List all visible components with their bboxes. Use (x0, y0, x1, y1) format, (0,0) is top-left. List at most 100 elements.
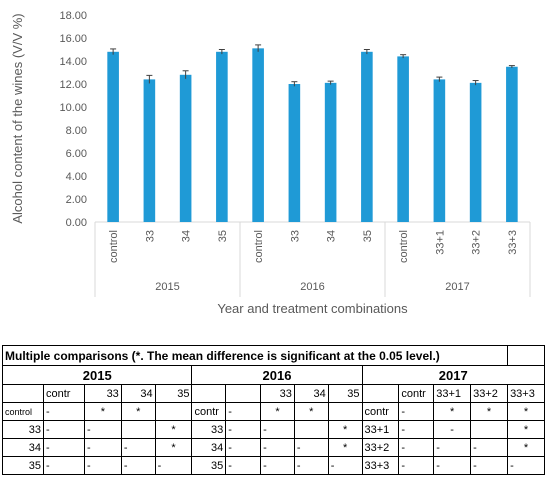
row-label-2015: 33 (2, 420, 44, 439)
header-2016-empty (191, 384, 227, 403)
cell: - (154, 456, 193, 475)
row-label-2017: 33+3 (361, 456, 400, 475)
header-2016-35: 35 (327, 384, 363, 403)
header-2017-33p2: 33+2 (470, 384, 509, 403)
cell: - (398, 402, 435, 421)
x-tick-label: control (398, 230, 410, 263)
cell: - (83, 438, 122, 457)
x-tick-label: 33 (144, 230, 156, 242)
cell: * (154, 438, 193, 457)
table-title: Multiple comparisons (*. The mean differ… (1, 345, 509, 366)
cell (470, 420, 509, 439)
bar (288, 84, 301, 222)
x-axis-title: Year and treatment combinations (217, 301, 408, 316)
y-tick-label: 18.00 (59, 10, 87, 22)
cell (154, 402, 193, 421)
cell: - (293, 438, 329, 457)
cell: - (225, 438, 262, 457)
group-year-label: 2015 (155, 281, 179, 293)
x-tick-label: 34 (326, 230, 338, 242)
cell: * (470, 402, 509, 421)
cell: - (398, 456, 435, 475)
group-year-label: 2017 (445, 281, 469, 293)
cell: - (42, 438, 85, 457)
header-2015-33: 33 (83, 384, 122, 403)
cell: - (470, 438, 509, 457)
header-2017-contr: contr (398, 384, 435, 403)
table-title-empty-cell (507, 345, 545, 366)
cell: * (507, 420, 545, 439)
row-label-2017: 33+2 (361, 438, 400, 457)
row-label-2016: 33 (191, 420, 227, 439)
cell: - (225, 456, 262, 475)
y-tick-label: 4.00 (66, 171, 87, 183)
multiple-comparisons-table: Multiple comparisons (*. The mean differ… (1, 345, 545, 475)
bar (324, 82, 337, 222)
header-2017-33p3: 33+3 (507, 384, 545, 403)
y-tick-label: 14.00 (59, 56, 87, 68)
bar (252, 48, 264, 222)
cell: - (120, 438, 156, 457)
table-row: 35 - - - - 35 - - - - 33+3 - - - - (2, 456, 545, 475)
x-tick-label: 33+1 (434, 230, 446, 255)
cell: - (327, 456, 363, 475)
bar (107, 51, 119, 222)
header-2016-34: 34 (293, 384, 329, 403)
x-tick-label: 34 (181, 230, 193, 242)
cell: - (83, 420, 122, 439)
cell: - (42, 420, 85, 439)
bar (397, 56, 409, 223)
cell: * (120, 402, 156, 421)
cell: - (398, 438, 435, 457)
header-empty (2, 384, 44, 403)
cell: * (327, 438, 363, 457)
cell: - (225, 420, 262, 439)
cell: - (260, 438, 295, 457)
table-row: 34 - - - * 34 - - - * 33+2 - - - * (2, 438, 545, 457)
bar (506, 66, 518, 222)
chart-area: 0.00 2.00 4.00 6.00 8.00 10.00 12.00 14.00 16.00… (10, 10, 531, 316)
cell: * (433, 402, 472, 421)
table-header-row: contr 33 34 35 33 34 35 contr 33+1 33+2 … (2, 384, 545, 403)
y-tick-label: 0.00 (66, 217, 87, 229)
cell: * (293, 402, 329, 421)
cell (293, 420, 329, 439)
cell: * (83, 402, 122, 421)
x-tick-label: 33 (289, 230, 301, 242)
bar (143, 79, 156, 223)
header-2015-35: 35 (154, 384, 193, 403)
cell: * (507, 402, 545, 421)
header-2015-34: 34 (120, 384, 156, 403)
cell: - (42, 456, 85, 475)
y-tick-label: 2.00 (66, 194, 87, 206)
cell: - (433, 456, 472, 475)
year-header-2016: 2016 (191, 365, 363, 385)
cell: - (260, 420, 295, 439)
cell: * (507, 438, 545, 457)
cell: * (154, 420, 193, 439)
x-tick-label: 35 (217, 230, 229, 242)
header-2016-33: 33 (260, 384, 295, 403)
table-year-row: 2015 2016 2017 (1, 365, 545, 385)
row-label-2017: contr (361, 402, 400, 421)
cell: - (470, 456, 509, 475)
cell: - (293, 456, 329, 475)
bar (179, 74, 192, 222)
row-label-2016: contr (191, 402, 227, 421)
bar (361, 51, 373, 222)
year-header-2017: 2017 (361, 365, 545, 385)
cell: * (260, 402, 295, 421)
x-tick-label: control (253, 230, 265, 263)
cell: - (398, 420, 435, 439)
year-header-2015: 2015 (1, 365, 193, 385)
cell (327, 402, 363, 421)
x-tick-label: 33+2 (471, 230, 483, 255)
cell: - (433, 420, 472, 439)
header-2016-empty2 (225, 384, 262, 403)
y-tick-label: 8.00 (66, 125, 87, 137)
bar (216, 51, 228, 222)
row-label-2015: control (2, 402, 44, 421)
group-year-label: 2016 (300, 281, 324, 293)
cell (120, 420, 156, 439)
header-2017-33p1: 33+1 (433, 384, 472, 403)
